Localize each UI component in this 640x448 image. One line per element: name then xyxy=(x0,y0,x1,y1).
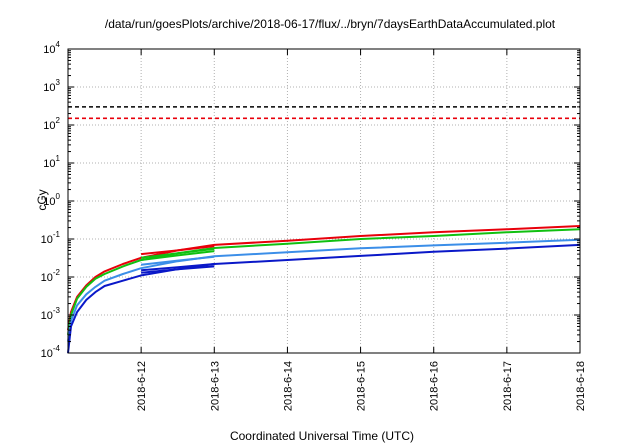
x-tick-label: 2018-6-12 xyxy=(136,361,148,411)
series-line xyxy=(67,243,581,354)
plot-frame xyxy=(67,48,581,354)
x-tick-label: 2018-6-17 xyxy=(502,361,514,411)
y-tick-label: 104 xyxy=(43,40,60,56)
y-tick-label: 10-4 xyxy=(41,344,61,360)
y-tick-label: 102 xyxy=(43,116,60,132)
series-line xyxy=(140,250,215,261)
y-tick-label: 10-2 xyxy=(41,268,61,284)
series-line xyxy=(141,265,215,274)
x-tick-label: 2018-6-14 xyxy=(282,361,294,411)
y-tick-label: 103 xyxy=(43,78,60,94)
y-tick-label: 101 xyxy=(43,154,60,170)
x-tick-label: 2018-6-16 xyxy=(429,361,441,411)
chart-title: /data/run/goesPlots/archive/2018-06-17/f… xyxy=(105,17,556,31)
series-line xyxy=(140,247,215,259)
y-tick-label: 100 xyxy=(43,192,60,208)
series-line xyxy=(67,238,581,342)
x-tick-label: 2018-6-13 xyxy=(209,361,221,411)
grid xyxy=(68,49,580,353)
series-line xyxy=(140,245,215,256)
series-line xyxy=(67,228,581,336)
series-line xyxy=(140,255,215,266)
y-tick-label: 10-1 xyxy=(41,230,61,246)
series-line xyxy=(141,263,215,272)
x-tick-label: 2018-6-15 xyxy=(356,361,368,411)
ticks: 10-4 10-3 10-2 10-1 100 101 102 103 104 2018-6-12… xyxy=(41,40,587,411)
y-tick-label: 10-3 xyxy=(41,306,61,322)
plot-lines xyxy=(67,106,581,354)
x-tick-label: 2018-6-18 xyxy=(575,361,587,411)
y-axis-label: cGy xyxy=(35,189,49,210)
x-axis-label: Coordinated Universal Time (UTC) xyxy=(230,429,414,443)
